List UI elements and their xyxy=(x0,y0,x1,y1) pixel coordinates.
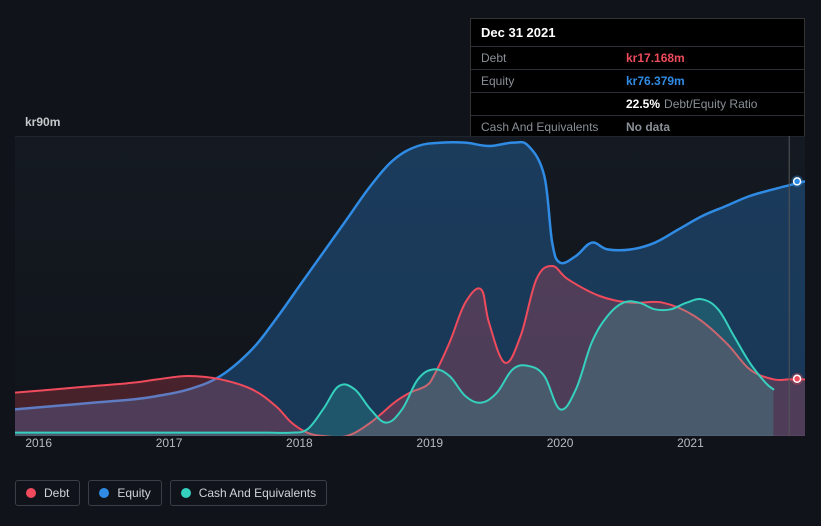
tooltip-row-equity: Equity kr76.379m xyxy=(471,69,804,92)
legend-swatch-icon xyxy=(181,488,191,498)
x-axis: 2016 2017 2018 2019 2020 2021 xyxy=(15,436,805,456)
tooltip-equity-value: kr76.379m xyxy=(626,74,685,88)
chart-area[interactable]: kr90m kr0 201620172018201920202021 xyxy=(15,120,805,450)
tooltip-debt-label: Debt xyxy=(481,51,626,65)
tooltip-ratio-value: 22.5% Debt/Equity Ratio xyxy=(626,97,757,111)
x-tick: 2016 xyxy=(25,436,52,450)
tooltip-date: Dec 31 2021 xyxy=(471,19,804,46)
ratio-label: Debt/Equity Ratio xyxy=(664,97,757,111)
chart-legend: Debt Equity Cash And Equivalents xyxy=(15,480,327,506)
ratio-pct: 22.5% xyxy=(626,97,660,111)
legend-item-cash[interactable]: Cash And Equivalents xyxy=(170,480,327,506)
chart-svg xyxy=(15,136,805,436)
legend-label: Debt xyxy=(44,486,69,500)
tooltip-debt-value: kr17.168m xyxy=(626,51,685,65)
tooltip-row-debt: Debt kr17.168m xyxy=(471,46,804,69)
legend-swatch-icon xyxy=(99,488,109,498)
x-tick: 2020 xyxy=(547,436,574,450)
x-tick: 2019 xyxy=(416,436,443,450)
legend-item-equity[interactable]: Equity xyxy=(88,480,161,506)
tooltip-equity-label: Equity xyxy=(481,74,626,88)
x-tick: 2018 xyxy=(286,436,313,450)
legend-swatch-icon xyxy=(26,488,36,498)
y-axis-label-top: kr90m xyxy=(25,115,60,129)
tooltip-row-ratio: 22.5% Debt/Equity Ratio xyxy=(471,92,804,115)
legend-label: Cash And Equivalents xyxy=(199,486,316,500)
legend-label: Equity xyxy=(117,486,150,500)
x-tick: 2017 xyxy=(156,436,183,450)
x-tick: 2021 xyxy=(677,436,704,450)
legend-item-debt[interactable]: Debt xyxy=(15,480,80,506)
tooltip-ratio-spacer xyxy=(481,97,626,111)
